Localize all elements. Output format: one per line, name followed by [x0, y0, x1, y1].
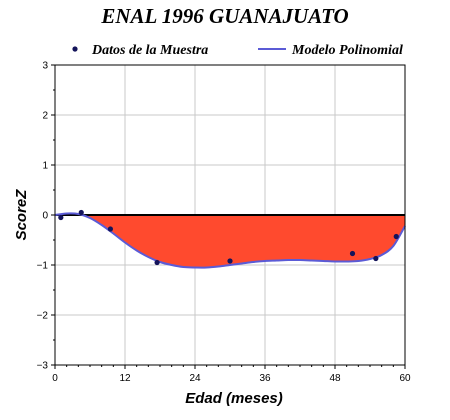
x-tick-label: 24: [189, 373, 201, 384]
y-tick-label: 3: [42, 61, 48, 72]
points-layer: [58, 209, 399, 266]
x-tick-label: 36: [259, 373, 271, 384]
legend-points-marker: [72, 46, 78, 52]
y-tick-label: 2: [42, 111, 48, 122]
y-tick-label: −3: [37, 361, 49, 372]
chart-title: ENAL 1996 GUANAJUATO: [100, 4, 348, 28]
y-tick-label: 0: [42, 211, 48, 222]
data-point: [154, 259, 160, 266]
y-tick-label: −1: [37, 261, 49, 272]
x-axis-title: Edad (meses): [185, 390, 283, 407]
y-axis-title: ScoreZ: [13, 189, 30, 241]
legend: Datos de la Muestra Modelo Polinomial: [72, 43, 403, 58]
x-tick-label: 48: [329, 373, 341, 384]
area-fill: [55, 213, 405, 268]
area-fill-layer: [55, 213, 405, 268]
x-tick-label: 0: [52, 373, 58, 384]
data-point: [107, 226, 114, 232]
y-tick-label: −2: [37, 311, 49, 322]
legend-points-label: Datos de la Muestra: [91, 43, 208, 58]
x-tick-label: 60: [399, 373, 411, 384]
data-point: [373, 255, 379, 262]
y-tick-label: 1: [42, 161, 48, 172]
legend-curve-label: Modelo Polinomial: [291, 43, 403, 58]
polynomial-curve: [54, 212, 406, 269]
data-point: [227, 258, 233, 264]
data-point: [349, 250, 356, 257]
data-point: [78, 209, 84, 216]
data-point: [58, 214, 64, 221]
x-tick-label: 12: [119, 373, 131, 384]
curve-layer: [54, 212, 406, 269]
data-point: [393, 233, 399, 240]
